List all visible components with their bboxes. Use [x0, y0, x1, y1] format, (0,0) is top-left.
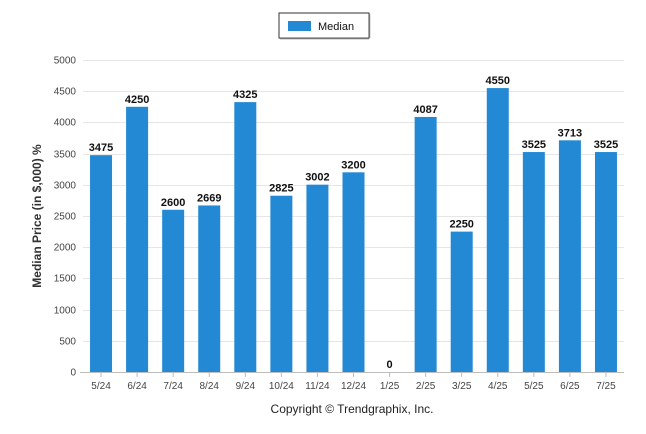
- x-tick-label: 2/25: [416, 381, 436, 392]
- x-tick-label: 7/25: [596, 381, 616, 392]
- bar-data-label: 0: [387, 359, 393, 371]
- tick-labels: 0 500 1000 1500 2000 2500 3000 3500 4000 4500 5000…: [54, 56, 616, 393]
- x-tick-label: 4/25: [488, 381, 508, 392]
- bar-data-label: 2250: [449, 219, 473, 231]
- x-tick-label: 11/24: [305, 381, 330, 392]
- bar-data-label: 3475: [89, 142, 113, 154]
- y-tick-label: 3500: [54, 150, 77, 161]
- bar[interactable]: [270, 195, 293, 372]
- y-tick-label: 3000: [54, 181, 77, 192]
- y-tick-label: 4500: [54, 87, 77, 98]
- bar[interactable]: [90, 155, 113, 372]
- bar-data-label: 2600: [161, 197, 185, 209]
- y-tick-label: 2500: [54, 212, 77, 223]
- y-tick-label: 500: [59, 337, 76, 348]
- bar-data-label: 4087: [413, 104, 437, 116]
- data-labels: 3475 4250 2600 2669 4325 2825 3002 3200 0 4087 225…: [89, 75, 618, 371]
- bar-data-label: 3525: [594, 139, 618, 151]
- copyright-text: Copyright © Trendgraphix, Inc.: [271, 402, 434, 416]
- bar-data-label: 3713: [558, 127, 582, 139]
- x-tick-label: 10/24: [269, 381, 294, 392]
- x-tick-label: 6/25: [560, 381, 580, 392]
- bar[interactable]: [450, 231, 473, 372]
- bar-data-label: 2825: [269, 183, 293, 195]
- bars: [90, 88, 617, 373]
- bar[interactable]: [234, 102, 257, 373]
- x-tick-label: 5/24: [91, 381, 111, 392]
- x-tick-label: 7/24: [163, 381, 183, 392]
- bar[interactable]: [162, 209, 185, 372]
- bar[interactable]: [198, 205, 221, 372]
- y-tick-label: 2000: [54, 243, 77, 254]
- legend-label: Median: [318, 21, 354, 33]
- y-tick-label: 5000: [54, 56, 77, 67]
- y-tick-label: 0: [70, 368, 76, 379]
- bar[interactable]: [306, 184, 329, 372]
- bar-data-label: 2669: [197, 192, 221, 204]
- x-tick-label: 8/24: [199, 381, 219, 392]
- bar[interactable]: [558, 140, 581, 372]
- bar[interactable]: [594, 152, 617, 372]
- bar[interactable]: [126, 106, 149, 373]
- x-tick-label: 12/24: [341, 381, 366, 392]
- bar[interactable]: [342, 172, 365, 372]
- bar-data-label: 3002: [305, 172, 329, 184]
- legend-swatch: [288, 21, 311, 31]
- axes: [80, 372, 624, 377]
- bar[interactable]: [486, 88, 509, 372]
- x-tick-label: 9/24: [236, 381, 256, 392]
- bar-data-label: 4325: [233, 89, 257, 101]
- bar-data-label: 3525: [522, 139, 546, 151]
- bar-data-label: 3200: [341, 159, 365, 171]
- y-axis-title: Median Price (in $,000) %: [30, 144, 44, 288]
- bar[interactable]: [414, 116, 437, 373]
- x-tick-label: 6/24: [127, 381, 147, 392]
- x-tick-label: 5/25: [524, 381, 544, 392]
- bar[interactable]: [522, 152, 545, 372]
- bar-data-label: 4250: [125, 94, 149, 106]
- x-tick-label: 3/25: [452, 381, 472, 392]
- legend[interactable]: Median: [278, 12, 371, 40]
- y-tick-label: 4000: [54, 118, 77, 129]
- x-tick-label: 1/25: [380, 381, 400, 392]
- bar-data-label: 4550: [486, 75, 510, 87]
- y-tick-label: 1000: [54, 306, 77, 317]
- y-tick-label: 1500: [54, 274, 77, 285]
